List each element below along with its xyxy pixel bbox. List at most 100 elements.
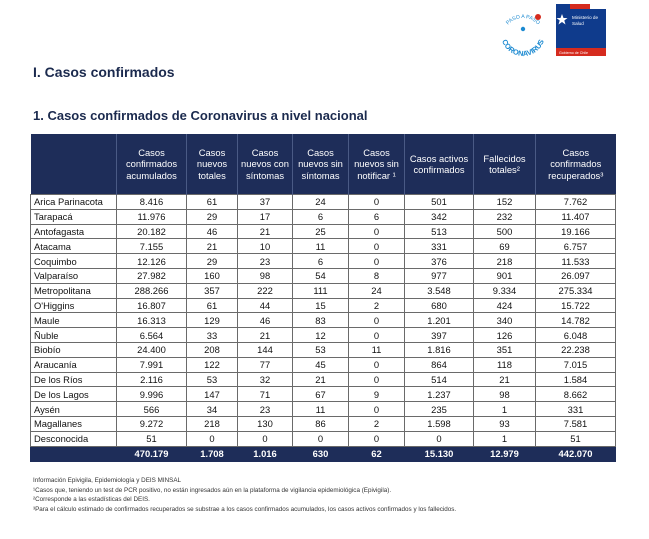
- table-row: Magallanes 9.272 218 130 86 2 1.598 93 7.581: [30, 415, 616, 432]
- table-cell: 6.564: [116, 327, 187, 343]
- table-cell: 11: [292, 401, 349, 417]
- footnote-2: ²Corresponde a las estadísticas del DEIS…: [33, 496, 150, 504]
- region-name: Ñuble: [30, 327, 117, 343]
- table-cell: 1.816: [404, 341, 474, 358]
- table-cell: 33: [186, 327, 238, 343]
- table-cell: 53: [292, 341, 349, 358]
- footnote-1: ¹Casos que, teniendo un test de PCR posi…: [33, 486, 392, 494]
- column-header: Casos confirmados recuperados³: [535, 134, 616, 195]
- table-cell: 208: [186, 341, 238, 358]
- table-cell: 44: [237, 297, 293, 314]
- table-row: Antofagasta 20.182 46 21 25 0 513 500 19.166: [30, 223, 616, 240]
- table-cell: 340: [473, 312, 536, 329]
- table-cell: 83: [292, 312, 349, 329]
- table-cell: 118: [473, 356, 536, 373]
- table-row: De los Ríos 2.116 53 32 21 0 514 21 1.584: [30, 371, 616, 388]
- table-cell: 514: [404, 371, 474, 388]
- table-cell: 67: [292, 386, 349, 403]
- region-name: Desconocida: [30, 430, 117, 447]
- table-cell: 24: [348, 282, 405, 299]
- region-name: Arica Parinacota: [30, 194, 117, 210]
- total-cell: 62: [348, 445, 405, 462]
- table-cell: 11.533: [535, 253, 616, 269]
- column-header: Casos nuevos sin síntomas: [292, 134, 349, 195]
- table-cell: 24.400: [116, 341, 187, 358]
- table-cell: 1.584: [535, 371, 616, 388]
- total-cell: 630: [292, 445, 349, 462]
- table-cell: 98: [473, 386, 536, 403]
- table-cell: 23: [237, 401, 293, 417]
- table-row: Maule 16.313 129 46 83 0 1.201 340 14.782: [30, 312, 616, 329]
- star-icon: [556, 14, 568, 25]
- table-cell: 218: [186, 415, 238, 432]
- table-cell: 61: [186, 297, 238, 314]
- table-cell: 12: [292, 327, 349, 343]
- table-cell: 235: [404, 401, 474, 417]
- table-cell: 51: [535, 430, 616, 447]
- table-cell: 0: [404, 430, 474, 447]
- table-cell: 19.166: [535, 223, 616, 240]
- table-cell: 160: [186, 267, 238, 284]
- table-cell: 61: [186, 194, 238, 210]
- table-row: Valparaíso 27.982 160 98 54 8 977 901 26.097: [30, 267, 616, 284]
- table-cell: 11: [292, 238, 349, 255]
- table-cell: 0: [186, 430, 238, 447]
- coronavirus-campaign-logo: PASO A PASO CORONAVIRUS: [500, 14, 546, 58]
- table-cell: 331: [404, 238, 474, 255]
- table-cell: 15.722: [535, 297, 616, 314]
- table-cell: 29: [186, 253, 238, 269]
- table-cell: 37: [237, 194, 293, 210]
- table-cell: 111: [292, 282, 349, 299]
- footnotes: Información Epivigila, Epidemiología y D…: [33, 476, 456, 514]
- table-cell: 500: [473, 223, 536, 240]
- table-cell: 6: [292, 208, 349, 225]
- table-cell: 513: [404, 223, 474, 240]
- table-cell: 6.757: [535, 238, 616, 255]
- table-cell: 9.334: [473, 282, 536, 299]
- table-row: Tarapacá 11.976 29 17 6 6 342 232 11.407: [30, 208, 616, 225]
- table-cell: 6.048: [535, 327, 616, 343]
- table-cell: 11.407: [535, 208, 616, 225]
- table-cell: 1: [473, 430, 536, 447]
- table-cell: 357: [186, 282, 238, 299]
- table-cell: 29: [186, 208, 238, 225]
- region-name: Aysén: [30, 401, 117, 417]
- table-cell: 12.126: [116, 253, 187, 269]
- table-cell: 1.598: [404, 415, 474, 432]
- table-cell: 0: [348, 327, 405, 343]
- table-cell: 3.548: [404, 282, 474, 299]
- table-row: Metropolitana 288.266 357 222 111 24 3.548 9.33…: [30, 282, 616, 299]
- table-cell: 9: [348, 386, 405, 403]
- table-cell: 46: [186, 223, 238, 240]
- table-cell: 397: [404, 327, 474, 343]
- table-row: O'Higgins 16.807 61 44 15 2 680 424 15.722: [30, 297, 616, 314]
- table-cell: 22.238: [535, 341, 616, 358]
- table-cell: 10: [237, 238, 293, 255]
- table-cell: 130: [237, 415, 293, 432]
- column-header: Casos confirmados acumulados: [116, 134, 187, 195]
- table-cell: 0: [348, 194, 405, 210]
- table-row: Atacama 7.155 21 10 11 0 331 69 6.757: [30, 238, 616, 255]
- table-cell: 26.097: [535, 267, 616, 284]
- table-cell: 23: [237, 253, 293, 269]
- table-cell: 8.662: [535, 386, 616, 403]
- region-name: Valparaíso: [30, 267, 117, 284]
- table-cell: 376: [404, 253, 474, 269]
- gobierno-de-chile-logo: Ministerio de Salud Gobierno de Chile: [556, 4, 606, 56]
- table-header-row: Casos confirmados acumulados Casos nuevos…: [30, 134, 616, 195]
- table-cell: 16.807: [116, 297, 187, 314]
- region-name: De los Lagos: [30, 386, 117, 403]
- region-name: Magallanes: [30, 415, 117, 432]
- table-cell: 152: [473, 194, 536, 210]
- table-cell: 71: [237, 386, 293, 403]
- table-cell: 1: [473, 401, 536, 417]
- region-name: De los Ríos: [30, 371, 117, 388]
- table-cell: 342: [404, 208, 474, 225]
- table-cell: 0: [348, 430, 405, 447]
- table-cell: 21: [186, 238, 238, 255]
- subsection-heading: 1. Casos confirmados de Coronavirus a ni…: [33, 108, 368, 123]
- table-cell: 46: [237, 312, 293, 329]
- table-cell: 21: [237, 327, 293, 343]
- table-cell: 0: [292, 430, 349, 447]
- table-cell: 86: [292, 415, 349, 432]
